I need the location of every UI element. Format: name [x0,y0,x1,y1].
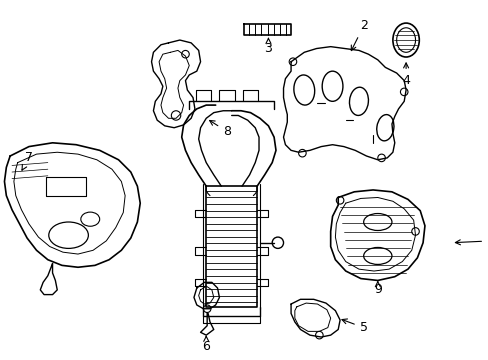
Text: 9: 9 [373,280,381,296]
Text: 7: 7 [22,152,33,170]
Text: 8: 8 [209,121,230,138]
Text: 4: 4 [401,63,409,87]
Text: 3: 3 [264,39,272,55]
Text: 1: 1 [454,234,488,247]
Text: 6: 6 [202,336,210,353]
Text: 2: 2 [350,19,367,51]
Text: 5: 5 [341,319,367,334]
